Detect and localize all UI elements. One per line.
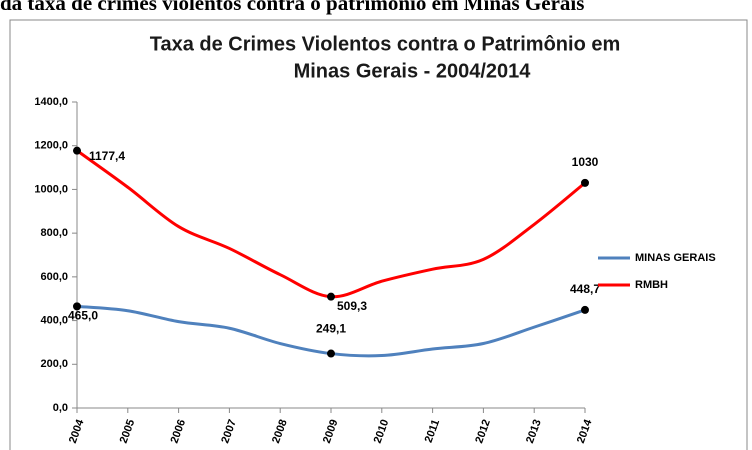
legend-label: MINAS GERAIS [635,252,716,264]
chart-title: Minas Gerais - 2004/2014 [294,60,532,82]
value-label: 249,1 [316,322,346,336]
y-tick-label: 600,0 [40,271,68,283]
y-tick-label: 1400,0 [34,96,68,108]
value-label: 1177,4 [89,149,125,163]
y-tick-label: 800,0 [40,227,68,239]
point-marker [73,302,81,311]
point-marker [327,292,335,301]
y-tick-label: 400,0 [40,314,68,326]
y-tick-label: 1200,0 [34,140,68,152]
value-label: 1030 [572,155,599,169]
value-label: 465,0 [68,309,98,323]
point-marker [581,305,589,314]
point-marker [327,349,335,358]
point-marker [73,146,81,155]
y-tick-label: 200,0 [40,358,68,370]
value-label: 448,7 [570,282,600,296]
y-tick-label: 1000,0 [34,183,68,195]
legend-label: RMBH [635,279,668,291]
chart-title: Taxa de Crimes Violentos contra o Patrim… [150,33,621,55]
value-label: 509,3 [337,299,367,313]
chart-frame [9,19,748,450]
caption: da taxa de crimes violentos contra o pat… [0,0,585,15]
y-tick-label: 0,0 [53,402,68,414]
point-marker [581,178,589,187]
